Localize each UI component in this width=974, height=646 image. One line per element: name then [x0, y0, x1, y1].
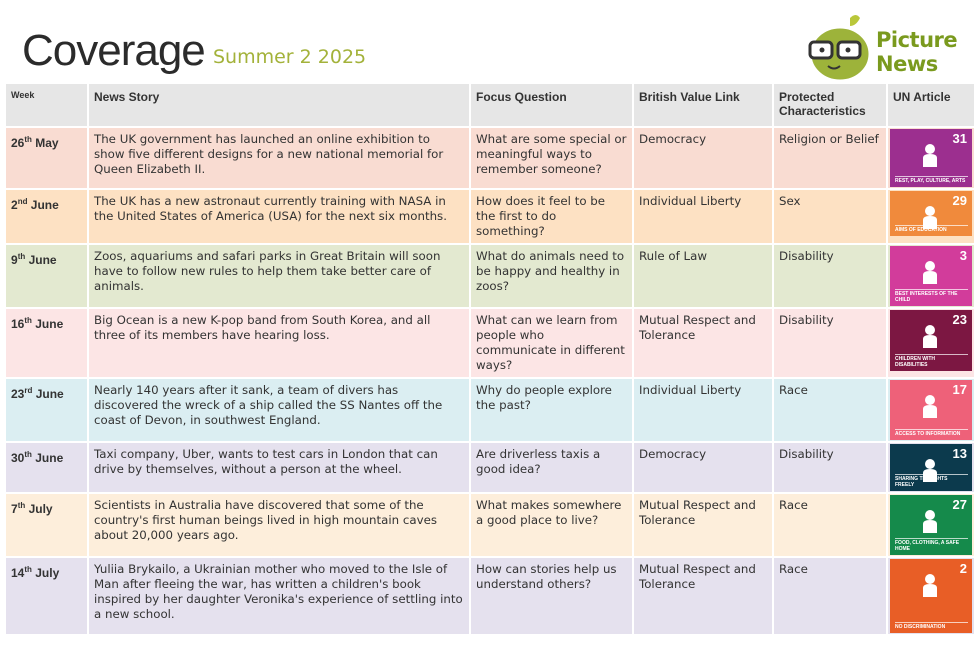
news-story-cell: Big Ocean is a new K-pop band from South…	[89, 309, 469, 377]
un-article-badge: 2 No discrimination	[890, 559, 972, 633]
week-cell: 9th June	[6, 245, 87, 307]
col-british-value: British Value Link	[634, 84, 772, 126]
col-protected: Protected Characteristics	[774, 84, 886, 126]
news-story-cell: Scientists in Australia have discovered …	[89, 494, 469, 556]
week-cell: 30th June	[6, 443, 87, 492]
table-row: 7th July Scientists in Australia have di…	[6, 494, 974, 556]
week-cell: 16th June	[6, 309, 87, 377]
un-article-badge: 13 Sharing thoughts freely	[890, 444, 972, 491]
logo-text: Picture News	[876, 28, 958, 76]
un-article-cell: 17 Access to information	[888, 379, 974, 441]
protected-characteristic-cell: Sex	[774, 190, 886, 243]
protected-characteristic-cell: Disability	[774, 309, 886, 377]
table-row: 14th July Yuliia Brykailo, a Ukrainian m…	[6, 558, 974, 634]
page-subtitle: Summer 2 2025	[213, 46, 367, 68]
protected-characteristic-cell: Race	[774, 494, 886, 556]
col-news-story: News Story	[89, 84, 469, 126]
un-article-badge: 3 Best interests of the child	[890, 246, 972, 306]
un-article-cell: 23 Children with disabilities	[888, 309, 974, 377]
focus-question-cell: What can we learn from people who commun…	[471, 309, 632, 377]
news-story-cell: Nearly 140 years after it sank, a team o…	[89, 379, 469, 441]
focus-question-cell: How does it feel to be the first to do s…	[471, 190, 632, 243]
wheelchair-icon	[923, 325, 937, 348]
two-children-icon	[923, 574, 937, 597]
un-article-cell: 3 Best interests of the child	[888, 245, 974, 307]
british-value-cell: Mutual Respect and Tolerance	[634, 494, 772, 556]
british-value-cell: Rule of Law	[634, 245, 772, 307]
un-article-label: Rest, play, culture, arts	[895, 176, 968, 184]
un-article-number: 27	[952, 497, 967, 512]
un-article-label: Best interests of the child	[895, 289, 968, 303]
col-week: Week	[6, 84, 87, 126]
un-article-number: 2	[959, 561, 967, 576]
satellite-icon	[923, 395, 937, 418]
un-article-badge: 23 Children with disabilities	[890, 310, 972, 371]
un-article-label: Food, clothing, a safe home	[895, 538, 968, 552]
table-row: 2nd June The UK has a new astronaut curr…	[6, 190, 974, 243]
un-article-number: 23	[952, 312, 967, 327]
british-value-cell: Individual Liberty	[634, 190, 772, 243]
table-row: 26th May The UK government has launched …	[6, 128, 974, 188]
focus-question-cell: Are driverless taxis a good idea?	[471, 443, 632, 492]
british-value-cell: Individual Liberty	[634, 379, 772, 441]
protected-characteristic-cell: Religion or Belief	[774, 128, 886, 188]
un-article-cell: 27 Food, clothing, a safe home	[888, 494, 974, 556]
un-article-number: 31	[952, 131, 967, 146]
focus-question-cell: What makes somewhere a good place to liv…	[471, 494, 632, 556]
news-story-cell: The UK has a new astronaut currently tra…	[89, 190, 469, 243]
table-row: 23rd June Nearly 140 years after it sank…	[6, 379, 974, 441]
un-article-label: Aims of education	[895, 225, 968, 233]
news-story-cell: The UK government has launched an online…	[89, 128, 469, 188]
week-cell: 14th July	[6, 558, 87, 634]
un-article-number: 3	[959, 248, 967, 263]
un-article-badge: 27 Food, clothing, a safe home	[890, 495, 972, 555]
protected-characteristic-cell: Disability	[774, 443, 886, 492]
focus-question-cell: What do animals need to be happy and hea…	[471, 245, 632, 307]
picture-news-logo-icon	[808, 15, 872, 82]
megaphone-icon	[923, 459, 937, 482]
news-story-cell: Taxi company, Uber, wants to test cars i…	[89, 443, 469, 492]
un-article-cell: 2 No discrimination	[888, 558, 974, 634]
news-story-cell: Yuliia Brykailo, a Ukrainian mother who …	[89, 558, 469, 634]
un-article-label: Access to information	[895, 429, 968, 437]
un-article-badge: 17 Access to information	[890, 380, 972, 440]
un-article-label: Sharing thoughts freely	[895, 474, 968, 488]
col-focus-question: Focus Question	[471, 84, 632, 126]
british-value-cell: Mutual Respect and Tolerance	[634, 558, 772, 634]
week-cell: 26th May	[6, 128, 87, 188]
un-article-number: 13	[952, 446, 967, 461]
un-article-cell: 13 Sharing thoughts freely	[888, 443, 974, 492]
table-header-row: Week News Story Focus Question British V…	[6, 84, 974, 126]
table-row: 9th June Zoos, aquariums and safari park…	[6, 245, 974, 307]
protected-characteristic-cell: Race	[774, 558, 886, 634]
home-food-icon	[923, 510, 937, 533]
un-article-label: Children with disabilities	[895, 354, 968, 368]
table-row: 30th June Taxi company, Uber, wants to t…	[6, 443, 974, 492]
protected-characteristic-cell: Race	[774, 379, 886, 441]
british-value-cell: Democracy	[634, 128, 772, 188]
adult-child-icon	[923, 261, 937, 284]
protected-characteristic-cell: Disability	[774, 245, 886, 307]
coverage-table: Week News Story Focus Question British V…	[4, 82, 974, 636]
un-article-badge: 31 Rest, play, culture, arts	[890, 129, 972, 187]
un-article-cell: 29 Aims of education	[888, 190, 974, 243]
un-article-badge: 29 Aims of education	[890, 191, 972, 236]
col-un-article: UN Article	[888, 84, 974, 126]
focus-question-cell: Why do people explore the past?	[471, 379, 632, 441]
page-title: Coverage	[22, 26, 206, 75]
focus-question-cell: How can stories help us understand other…	[471, 558, 632, 634]
table-row: 16th June Big Ocean is a new K-pop band …	[6, 309, 974, 377]
british-value-cell: Mutual Respect and Tolerance	[634, 309, 772, 377]
week-cell: 2nd June	[6, 190, 87, 243]
un-article-number: 29	[952, 193, 967, 208]
week-cell: 23rd June	[6, 379, 87, 441]
music-play-icon	[923, 144, 937, 167]
british-value-cell: Democracy	[634, 443, 772, 492]
un-article-cell: 31 Rest, play, culture, arts	[888, 128, 974, 188]
week-cell: 7th July	[6, 494, 87, 556]
news-story-cell: Zoos, aquariums and safari parks in Grea…	[89, 245, 469, 307]
un-article-number: 17	[952, 382, 967, 397]
un-article-label: No discrimination	[895, 622, 968, 630]
focus-question-cell: What are some special or meaningful ways…	[471, 128, 632, 188]
